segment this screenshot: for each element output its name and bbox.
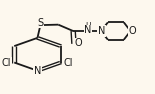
- Text: S: S: [37, 18, 44, 28]
- Text: Cl: Cl: [2, 58, 11, 68]
- Text: N: N: [34, 66, 41, 76]
- Text: N: N: [84, 25, 92, 35]
- Text: H: H: [85, 22, 91, 31]
- Text: O: O: [75, 38, 82, 48]
- Text: O: O: [128, 26, 136, 36]
- Text: N: N: [98, 26, 105, 36]
- Text: Cl: Cl: [64, 58, 73, 68]
